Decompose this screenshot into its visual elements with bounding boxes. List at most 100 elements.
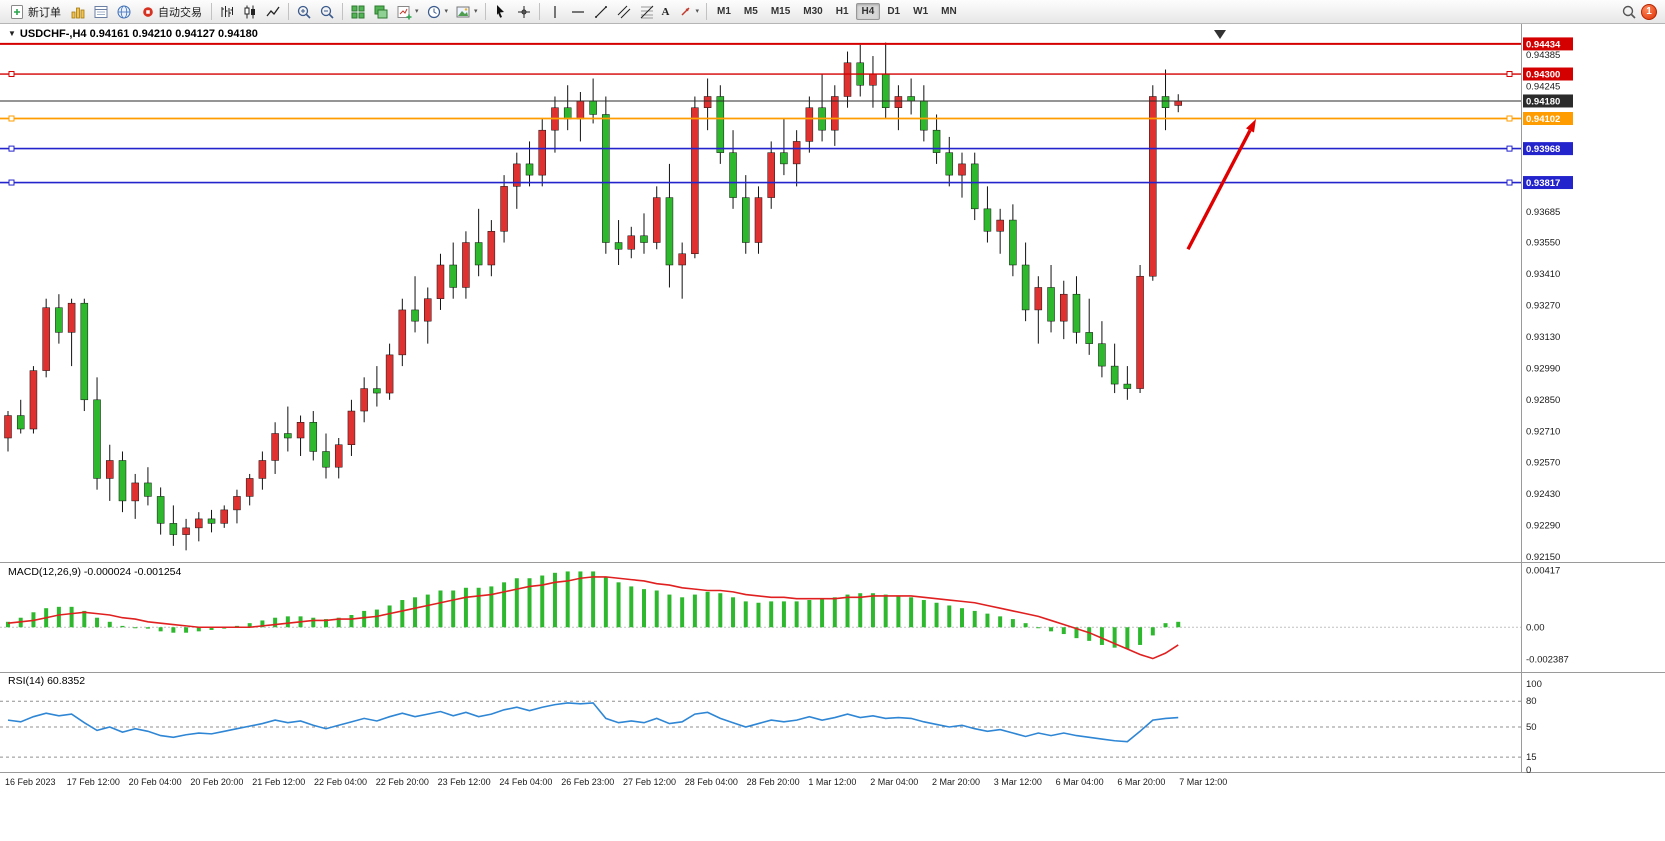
candle-body: [576, 100, 585, 120]
macd-bar: [196, 627, 201, 632]
search-button[interactable]: [1618, 2, 1640, 22]
timeframe-m30-button[interactable]: M30: [797, 3, 828, 20]
candle-body: [373, 388, 381, 394]
text-tool-icon: A: [661, 5, 670, 18]
periods-button[interactable]: ▾: [423, 2, 452, 22]
candle-body: [627, 235, 636, 250]
timeframe-h4-button[interactable]: H4: [855, 3, 881, 20]
horizontal-line-icon: [571, 10, 584, 13]
channel-button[interactable]: [613, 2, 635, 22]
timeframe-h1-button[interactable]: H1: [830, 3, 855, 20]
candle-body: [449, 264, 457, 288]
macd-bar: [489, 586, 494, 628]
timeframe-mn-button[interactable]: MN: [935, 3, 963, 20]
line-chart-icon: [266, 6, 280, 16]
candle-body: [831, 96, 839, 131]
candle-body: [258, 460, 267, 479]
line-selection-handle[interactable]: [1506, 145, 1513, 152]
time-axis-label: 24 Feb 04:00: [499, 777, 552, 787]
time-axis-label: 23 Feb 12:00: [438, 777, 491, 787]
macd-bar: [807, 600, 812, 628]
timeframe-m5-button[interactable]: M5: [738, 3, 764, 20]
chart-canvas[interactable]: 0.94385 0.94245 0.93685 0.93550 0.93410 0.932…: [0, 24, 1665, 790]
arrows-tool-button[interactable]: ▾: [674, 2, 703, 22]
bar-chart-button[interactable]: [216, 2, 238, 22]
cascade-windows-button[interactable]: [370, 2, 392, 22]
zoom-out-button[interactable]: [316, 2, 338, 22]
macd-bar: [578, 571, 583, 628]
timeframe-d1-button[interactable]: D1: [881, 3, 906, 20]
macd-bar: [311, 617, 316, 628]
macd-bar: [972, 610, 977, 628]
vertical-line-button[interactable]: [544, 2, 566, 22]
macd-bar: [909, 597, 914, 628]
macd-bar: [463, 587, 468, 628]
line-selection-handle[interactable]: [8, 145, 15, 152]
notification-badge[interactable]: 1: [1641, 3, 1657, 20]
candle-body: [1034, 287, 1043, 311]
macd-bar: [731, 597, 736, 628]
market-watch-button[interactable]: [67, 2, 89, 22]
time-axis-label: 28 Feb 04:00: [685, 777, 738, 787]
timeframe-m15-button[interactable]: M15: [765, 3, 796, 20]
macd-bar: [133, 627, 138, 629]
candle-body: [233, 496, 241, 511]
rsi-axis-label: 50: [1526, 722, 1537, 733]
candle-body: [207, 518, 216, 524]
line-selection-handle[interactable]: [1506, 115, 1513, 122]
macd-bar: [565, 571, 570, 628]
candle-body: [805, 107, 814, 142]
time-axis-label: 2 Mar 20:00: [932, 777, 980, 787]
candle-body: [780, 152, 788, 165]
data-window-button[interactable]: [90, 2, 112, 22]
timeframe-w1-button[interactable]: W1: [907, 3, 934, 20]
templates-button[interactable]: ▾: [452, 2, 481, 22]
macd-bar: [921, 600, 926, 628]
text-tool-button[interactable]: A: [659, 2, 673, 22]
tile-windows-button[interactable]: [347, 2, 369, 22]
line-selection-handle[interactable]: [1506, 71, 1513, 78]
line-selection-handle[interactable]: [8, 179, 15, 186]
arrow-annotation-head[interactable]: [1245, 118, 1256, 133]
horizontal-line-button[interactable]: [567, 2, 589, 22]
line-chart-button[interactable]: [262, 2, 284, 22]
new-order-button[interactable]: 新订单: [4, 2, 66, 22]
tile-windows-icon: [351, 5, 365, 18]
line-selection-handle[interactable]: [8, 115, 15, 122]
navigator-button[interactable]: [113, 2, 135, 22]
crosshair-button[interactable]: [513, 2, 535, 22]
fibonacci-icon: [640, 5, 653, 18]
zoom-in-button[interactable]: [293, 2, 315, 22]
trendline-button[interactable]: [590, 2, 612, 22]
timeframe-m1-button[interactable]: M1: [711, 3, 737, 20]
candlestick-button[interactable]: [239, 2, 261, 22]
auto-trading-button[interactable]: 自动交易: [136, 2, 207, 22]
price-badge-label: 0.94434: [1526, 39, 1561, 50]
candle-body: [703, 96, 712, 108]
macd-bar: [1138, 627, 1143, 645]
price-tick-label: 0.94385: [1526, 50, 1560, 61]
cursor-button[interactable]: [490, 2, 512, 22]
candle-body: [309, 422, 318, 452]
macd-bar: [145, 627, 150, 629]
price-badge: [1523, 112, 1573, 126]
candle-body: [29, 370, 38, 430]
candle-body: [182, 527, 190, 535]
arrow-tool-icon: [680, 6, 690, 16]
fibonacci-button[interactable]: [636, 2, 658, 22]
main-toolbar: 新订单 自动交易: [0, 0, 1665, 24]
candle-body: [1072, 293, 1081, 333]
line-selection-handle[interactable]: [1506, 179, 1513, 186]
globe-icon: [117, 5, 131, 18]
macd-bar: [120, 625, 125, 628]
macd-axis-label: -0.002387: [1526, 655, 1569, 666]
candle-body: [4, 415, 12, 439]
chart-shift-marker[interactable]: [1214, 30, 1226, 39]
line-selection-handle[interactable]: [8, 71, 15, 78]
arrow-annotation-shaft[interactable]: [1186, 129, 1252, 251]
clock-icon: [427, 5, 440, 18]
data-window-icon: [94, 5, 108, 18]
candle-body: [525, 163, 534, 176]
new-chart-button[interactable]: ▾: [393, 2, 422, 22]
time-axis-label: 20 Feb 04:00: [129, 777, 182, 787]
